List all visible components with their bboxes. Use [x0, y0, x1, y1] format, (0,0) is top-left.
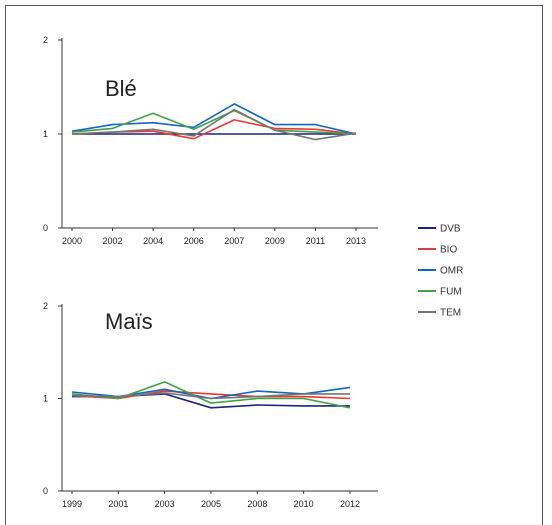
y-tick-label: 0	[43, 223, 48, 233]
series-line-omr	[71, 103, 357, 135]
figure-frame	[5, 5, 543, 525]
series-line-tem	[71, 108, 357, 141]
chart-panel-ble: 0 1 2 2000 2002 2004 2006 2007 2009 2011 2013 Blé	[43, 35, 378, 246]
x-tick-label: 2007	[224, 236, 244, 246]
chart-title: Maïs	[105, 309, 153, 334]
x-tick-label: 2009	[265, 236, 285, 246]
legend-label-tem: TEM	[440, 308, 461, 319]
x-tick-label: 2006	[184, 236, 204, 246]
legend-label-omr: OMR	[440, 266, 463, 277]
legend-label-fum: FUM	[440, 287, 462, 298]
series-line-fum	[71, 381, 351, 409]
x-tick-label: 2011	[306, 236, 325, 246]
x-tick-label: 2004	[143, 236, 163, 246]
x-tick-label: 2002	[103, 236, 123, 246]
x-tick-label: 2010	[294, 499, 314, 509]
x-tick-label: 2003	[155, 499, 175, 509]
y-tick-label: 2	[43, 301, 48, 311]
x-tick-label: 2012	[340, 499, 360, 509]
chart-panel-mais: 0 1 2 1999 2001 2003 2005 2008 2010 2012 Maïs	[43, 301, 378, 509]
x-tick-label: 2005	[201, 499, 221, 509]
x-tick-label: 2000	[62, 236, 82, 246]
legend: DVB BIO OMR FUM TEM	[418, 224, 463, 319]
x-tick-label: 2013	[346, 236, 366, 246]
legend-label-bio: BIO	[440, 245, 457, 256]
series-line-fum	[71, 109, 357, 135]
x-tick-label: 2008	[247, 499, 267, 509]
y-tick-label: 0	[43, 486, 48, 496]
x-tick-label: 1999	[62, 499, 82, 509]
y-tick-label: 1	[43, 129, 48, 139]
legend-label-dvb: DVB	[440, 224, 461, 235]
y-tick-label: 1	[43, 394, 48, 404]
y-tick-label: 2	[43, 35, 48, 45]
series-line-tem	[71, 392, 350, 400]
x-tick-label: 2001	[108, 499, 128, 509]
chart-title: Blé	[105, 76, 137, 101]
